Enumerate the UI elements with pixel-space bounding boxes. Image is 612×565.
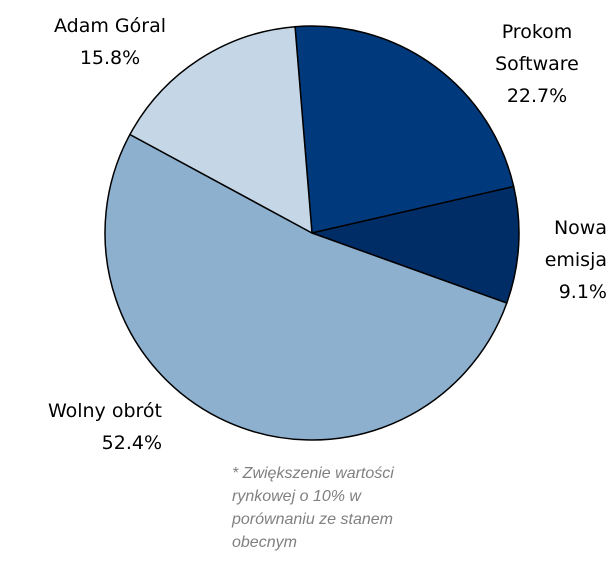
slice-name: Nowa emisja xyxy=(544,217,607,271)
slice-value: 9.1% xyxy=(558,281,607,303)
slice-value: 52.4% xyxy=(101,432,162,454)
slice-label: Adam Góral 15.8% xyxy=(20,10,200,74)
slice-label: Prokom Software 22.7% xyxy=(478,16,596,112)
slice-name: Adam Góral xyxy=(54,15,166,37)
pie-slice xyxy=(104,133,508,441)
slice-label: Nowa emisja 9.1% xyxy=(515,212,607,308)
slice-name: Prokom Software xyxy=(495,21,579,75)
footnote: * Zwiększenie wartości rynkowej o 10% w … xyxy=(232,465,394,551)
pie-slice xyxy=(128,25,313,235)
slice-name: Wolny obrót xyxy=(47,400,162,422)
slice-label: Wolny obrót 52.4% xyxy=(0,395,162,459)
slice-value: 22.7% xyxy=(506,85,568,107)
pie-slice xyxy=(294,25,515,234)
pie-slice xyxy=(309,185,520,305)
slice-value: 15.8% xyxy=(79,47,141,69)
